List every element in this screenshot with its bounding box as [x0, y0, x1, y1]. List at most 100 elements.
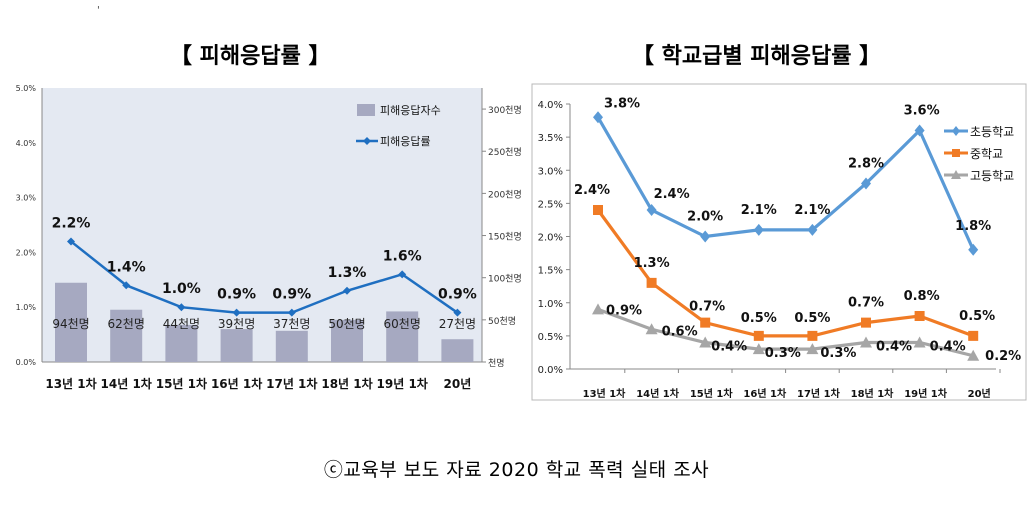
left-legend-bar-swatch — [357, 104, 375, 116]
left-y2-tick-label: 50천명 — [488, 316, 516, 327]
left-category-label: 13년 1차 — [45, 376, 96, 391]
left-y-tick-label: 1.0% — [16, 303, 37, 312]
left-bar — [386, 311, 419, 362]
left-bar-label: 37천명 — [273, 316, 310, 331]
right-series-marker — [860, 336, 872, 348]
right-category-label: 19년 1차 — [904, 387, 948, 400]
right-data-label: 0.4% — [930, 340, 966, 355]
right-data-label: 0.4% — [711, 340, 747, 355]
left-y2-tick-label: 200천명 — [488, 189, 522, 200]
right-category-label: 17년 1차 — [797, 387, 841, 400]
left-rate-label: 2.2% — [52, 215, 91, 231]
left-rate-line — [70, 240, 459, 314]
left-bar — [441, 339, 474, 362]
left-category-label: 20년 — [444, 377, 472, 391]
source-caption: ⓒ교육부 보도 자료 2020 학교 폭력 실태 조사 — [323, 459, 710, 481]
right-series-marker — [699, 336, 712, 348]
right-series-marker — [968, 330, 979, 341]
left-rate-marker — [398, 270, 407, 279]
right-data-label: 0.6% — [662, 324, 698, 339]
right-category-label: 18년 1차 — [851, 387, 895, 400]
left-category-label: 18년 1차 — [321, 376, 372, 391]
right-series-marker — [913, 336, 926, 348]
right-category-label: 16년 1차 — [743, 387, 787, 400]
right-y-tick-label: 3.0% — [538, 166, 563, 177]
right-data-label: 0.7% — [689, 300, 725, 315]
left-bar — [275, 330, 308, 362]
left-bar — [331, 319, 363, 362]
left-rate-label: 0.9% — [438, 287, 477, 303]
right-data-label: 3.8% — [604, 96, 640, 111]
right-data-label: 3.6% — [904, 104, 940, 119]
right-series-line — [597, 307, 974, 358]
left-rate-marker — [287, 308, 296, 317]
left-rate-label: 1.4% — [107, 259, 146, 275]
left-rate-label: 1.6% — [383, 248, 422, 264]
right-data-label: 1.3% — [634, 256, 670, 271]
left-bar — [55, 282, 87, 362]
right-category-label: 20년 — [968, 387, 991, 400]
left-y-tick-label: 4.0% — [16, 139, 37, 148]
right-legend-marker — [952, 149, 960, 157]
right-data-label: 0.8% — [904, 289, 940, 304]
right-data-label: 2.8% — [848, 157, 884, 172]
right-legend-label: 초등학교 — [970, 125, 1014, 139]
right-series-marker — [914, 311, 925, 321]
left-rate-marker — [343, 286, 351, 295]
left-y2-tick-label: 250천명 — [488, 147, 522, 158]
left-y-tick-label: 0.0% — [16, 358, 37, 367]
left-y2-tick-label: 150천명 — [488, 232, 522, 243]
right-category-label: 15년 1차 — [690, 387, 734, 400]
right-y-tick-label: 0.0% — [538, 365, 563, 376]
left-rate-marker — [177, 303, 186, 312]
left-category-label: 17년 1차 — [266, 376, 317, 391]
right-data-label: 0.4% — [876, 340, 912, 355]
left-bar-label: 27천명 — [439, 316, 476, 331]
left-bar-label: 50천명 — [328, 316, 365, 331]
left-category-label: 15년 1차 — [156, 376, 207, 391]
right-data-label: 1.8% — [955, 219, 991, 234]
left-rate-label: 1.3% — [328, 265, 367, 281]
left-rate-marker — [67, 237, 75, 246]
right-series-marker — [861, 177, 871, 190]
left-bar-label: 39천명 — [218, 316, 255, 331]
right-legend-label: 고등학교 — [970, 169, 1014, 183]
right-y-tick-label: 1.0% — [538, 299, 563, 310]
right-y-tick-label: 4.0% — [538, 100, 563, 111]
right-series-marker — [700, 317, 711, 328]
right-series-marker — [752, 343, 765, 355]
left-y2-tick-label: 천명 — [488, 358, 505, 369]
left-legend-bar-label: 피해응답자수 — [380, 103, 441, 117]
left-category-label: 14년 1차 — [101, 376, 152, 391]
left-y-tick-label: 3.0% — [16, 194, 37, 203]
right-series-marker — [593, 205, 603, 215]
left-legend-line-label: 피해응답률 — [380, 134, 431, 148]
right-legend-label: 중학교 — [970, 147, 1003, 161]
right-legend-marker — [952, 126, 960, 136]
left-legend-line-marker — [363, 137, 371, 145]
left-rate-label: 0.9% — [272, 287, 311, 303]
right-series-marker — [593, 111, 603, 124]
left-y2-tick-label: 300천명 — [488, 105, 522, 116]
right-series-marker — [861, 317, 871, 328]
right-series-marker — [806, 343, 819, 355]
right-data-label: 0.3% — [820, 346, 856, 361]
left-rate-label: 0.9% — [217, 287, 256, 303]
right-y-tick-label: 0.5% — [538, 332, 563, 343]
right-category-label: 13년 1차 — [583, 387, 627, 400]
right-y-tick-label: 2.0% — [538, 233, 563, 244]
right-chart-frame — [531, 83, 1027, 401]
right-data-label: 0.2% — [985, 349, 1021, 364]
right-data-label: 2.1% — [794, 203, 830, 218]
left-y2-tick-label: 100천명 — [488, 274, 522, 285]
left-bar-label: 62천명 — [108, 316, 145, 331]
right-data-label: 0.5% — [959, 309, 995, 324]
right-chart-title: 【 학교급별 피해응답률 】 — [632, 44, 882, 69]
left-category-label: 19년 1차 — [377, 376, 428, 391]
right-series-marker — [967, 349, 980, 361]
right-data-label: 0.5% — [741, 311, 777, 326]
right-data-label: 2.4% — [574, 183, 610, 198]
left-bar-label: 94천명 — [52, 316, 89, 331]
right-y-tick-label: 2.5% — [538, 199, 563, 210]
left-bar-label: 60천명 — [384, 316, 421, 331]
